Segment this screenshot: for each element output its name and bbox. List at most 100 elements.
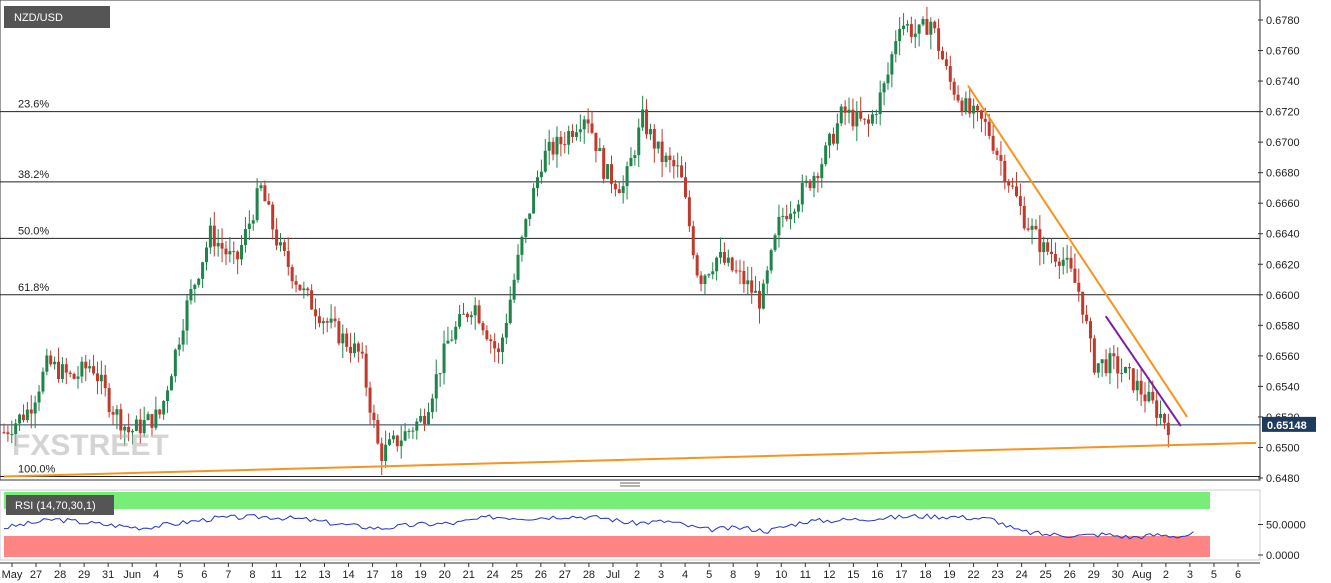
candle-bearish <box>1092 338 1096 373</box>
candle-bearish <box>1026 228 1030 230</box>
candle-bearish <box>1018 196 1022 206</box>
candle-bearish <box>734 270 738 272</box>
candle-bullish <box>407 430 411 432</box>
candle-bearish <box>960 100 964 112</box>
candle-bearish <box>380 443 384 462</box>
candle-bullish <box>415 421 419 431</box>
candle-bullish <box>399 440 403 447</box>
candle-bullish <box>53 361 57 365</box>
candle-bearish <box>364 353 368 388</box>
date-tick-label: 2 <box>634 569 640 581</box>
candle-bearish <box>376 420 380 444</box>
date-tick-label: 5 <box>1211 569 1217 581</box>
candle-bearish <box>119 409 123 431</box>
candle-bearish <box>968 98 972 114</box>
candle-bullish <box>115 409 119 415</box>
rsi-overbought-zone <box>4 492 1210 509</box>
candle-bearish <box>948 66 952 82</box>
candle-bullish <box>715 257 719 272</box>
candle-bullish <box>251 220 255 224</box>
candle-bearish <box>57 361 61 380</box>
candle-bearish <box>742 270 746 285</box>
date-tick-label: 31 <box>102 569 114 581</box>
candle-bullish <box>454 326 458 340</box>
candle-bullish <box>793 211 797 214</box>
candle-bullish <box>777 216 781 236</box>
candle-bearish <box>325 321 329 323</box>
candle-bullish <box>676 165 680 167</box>
rsi-label: RSI (14,70,30,1) <box>15 500 96 512</box>
candle-bearish <box>111 412 115 415</box>
candle-bearish <box>72 373 76 379</box>
date-tick-label: 12 <box>823 569 835 581</box>
candle-bullish <box>154 409 158 428</box>
candle-bearish <box>925 18 929 35</box>
candle-bullish <box>543 150 547 172</box>
candle-bullish <box>247 223 251 229</box>
candle-bearish <box>263 185 267 202</box>
candle-bearish <box>991 135 995 151</box>
pane-splitter-handle[interactable] <box>620 482 640 487</box>
candle-bullish <box>76 376 80 379</box>
candle-bullish <box>430 398 434 413</box>
candle-bullish <box>804 180 808 183</box>
candle-bullish <box>641 109 645 128</box>
candle-bullish <box>781 215 785 217</box>
candle-bullish <box>204 247 208 263</box>
candle-bearish <box>465 313 469 318</box>
candle-bullish <box>761 283 765 309</box>
candle-bullish <box>134 419 138 431</box>
candle-bearish <box>493 341 497 349</box>
candle-bearish <box>29 409 33 414</box>
symbol-label: NZD/USD <box>14 12 63 24</box>
candle-bullish <box>181 330 185 345</box>
candle-bearish <box>103 374 107 389</box>
date-tick-label: 6 <box>201 569 207 581</box>
candle-bearish <box>337 321 341 344</box>
candle-bullish <box>582 119 586 130</box>
candle-bullish <box>1042 242 1046 253</box>
current-price-label: 0.65148 <box>1267 420 1307 432</box>
candle-bullish <box>532 188 536 214</box>
candle-bullish <box>629 157 633 167</box>
candle-bullish <box>835 123 839 144</box>
date-tick-label: 24 <box>1016 569 1028 581</box>
candle-bearish <box>645 109 649 135</box>
candle-bearish <box>952 81 956 95</box>
candle-bearish <box>158 409 162 415</box>
date-tick-label: 12 <box>294 569 306 581</box>
price-tick-label: 0.6540 <box>1266 381 1300 393</box>
candle-bullish <box>894 41 898 55</box>
date-tick-label: 5 <box>706 569 712 581</box>
candle-bullish <box>656 141 660 149</box>
candle-bullish <box>1147 391 1151 402</box>
candle-bullish <box>173 349 177 377</box>
candle-bearish <box>1034 225 1038 230</box>
date-tick-label: 8 <box>730 569 736 581</box>
date-tick-label: 10 <box>775 569 787 581</box>
candle-bullish <box>37 391 41 403</box>
candle-bullish <box>796 204 800 212</box>
candle-bullish <box>14 423 18 435</box>
date-tick-label: 2 <box>1163 569 1169 581</box>
candle-bearish <box>987 121 991 136</box>
candle-bullish <box>403 431 407 441</box>
candle-bullish <box>391 435 395 440</box>
rsi-tick-label: 50.0000 <box>1266 520 1306 532</box>
candle-bullish <box>703 275 707 284</box>
candle-bullish <box>123 426 127 431</box>
price-tick-label: 0.6760 <box>1266 46 1300 58</box>
candle-bullish <box>438 373 442 375</box>
candle-bearish <box>1053 253 1057 262</box>
candle-bearish <box>333 318 337 322</box>
candle-bullish <box>800 182 804 205</box>
fib-level-label: 100.0% <box>18 463 56 475</box>
price-tick-label: 0.6640 <box>1266 229 1300 241</box>
date-tick-label: 5 <box>177 569 183 581</box>
candle-bearish <box>1050 251 1054 254</box>
candle-bearish <box>722 252 726 263</box>
candle-bullish <box>384 444 388 462</box>
date-tick-label: Jul <box>606 569 620 581</box>
candle-bearish <box>360 351 364 354</box>
